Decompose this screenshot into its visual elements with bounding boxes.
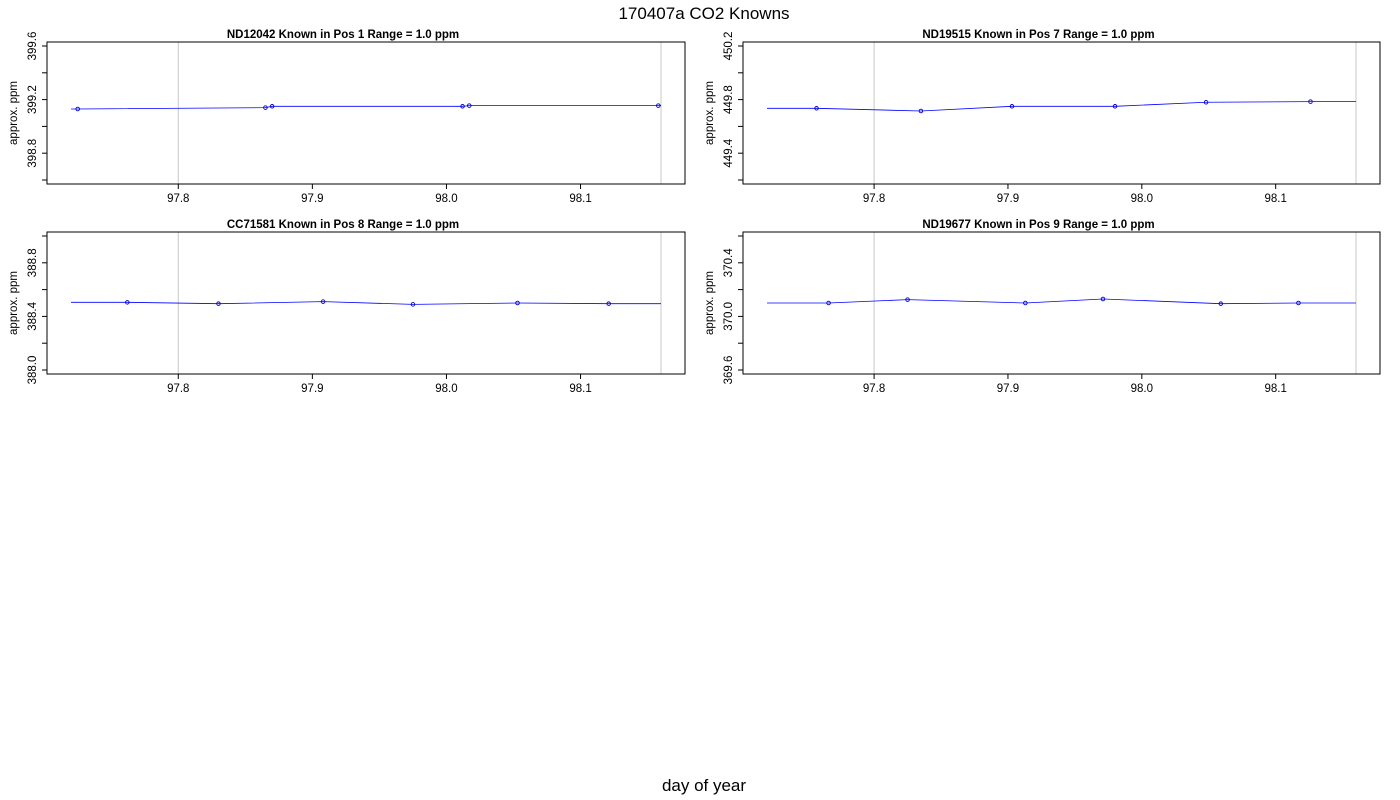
data-point	[460, 104, 465, 109]
panel-title: ND19515 Known in Pos 7 Range = 1.0 ppm	[922, 29, 1154, 41]
y-tick-label: 449.4	[723, 138, 735, 167]
x-tick-label: 98.1	[569, 383, 591, 395]
panel-4: ND19677 Known in Pos 9 Range = 1.0 ppm 97…	[704, 219, 1381, 395]
x-tick-label: 97.8	[167, 383, 189, 395]
x-tick-label: 97.9	[997, 383, 1019, 395]
y-tick-label: 388.8	[27, 248, 39, 277]
y-axis-label: approx. ppm	[8, 271, 20, 335]
data-point	[1023, 300, 1028, 306]
series-line	[767, 101, 1356, 112]
series-line	[767, 298, 1356, 305]
y-tick-label: 369.6	[723, 356, 735, 385]
y-axis-label: approx. ppm	[704, 81, 716, 145]
data-point	[263, 105, 268, 110]
x-tick-label: 97.8	[167, 193, 189, 205]
x-tick-label: 97.9	[997, 193, 1019, 205]
data-point	[656, 103, 661, 108]
x-tick-label: 97.8	[863, 193, 885, 205]
figure-title: 170407a CO2 Knowns	[618, 4, 789, 23]
y-tick-label: 388.0	[27, 356, 39, 385]
y-tick-label: 399.6	[27, 32, 39, 61]
data-point	[1100, 296, 1106, 302]
plot-frame	[742, 231, 1381, 375]
data-point	[410, 302, 416, 307]
panel-title: ND19677 Known in Pos 9 Range = 1.0 ppm	[922, 219, 1154, 231]
panel-title: ND12042 Known in Pos 1 Range = 1.0 ppm	[227, 29, 459, 41]
x-tick-label: 98.1	[1264, 383, 1286, 395]
panels: ND12042 Known in Pos 1 Range = 1.0 ppm 97…	[8, 29, 1381, 395]
x-tick-label: 98.0	[435, 383, 457, 395]
figure-x-axis-label: day of year	[662, 776, 746, 795]
y-tick-label: 388.4	[27, 301, 39, 330]
data-point	[918, 108, 924, 114]
data-point	[1296, 300, 1301, 306]
panel-title: CC71581 Known in Pos 8 Range = 1.0 ppm	[227, 219, 459, 231]
data-point	[320, 299, 326, 304]
y-tick-label: 370.0	[723, 302, 735, 331]
x-tick-label: 98.1	[569, 193, 591, 205]
series-line	[71, 301, 661, 305]
panel-3: CC71581 Known in Pos 8 Range = 1.0 ppm 97…	[8, 219, 686, 395]
data-point	[75, 106, 80, 112]
series-line	[71, 105, 661, 110]
plot-frame	[46, 41, 686, 185]
x-tick-label: 97.9	[301, 383, 323, 395]
data-point	[814, 106, 819, 111]
data-point	[1203, 100, 1209, 105]
data-point	[125, 300, 130, 305]
data-point	[1009, 104, 1015, 109]
data-point	[826, 300, 831, 306]
data-point	[467, 103, 472, 108]
x-tick-label: 98.0	[1131, 383, 1153, 395]
plot-frame	[46, 231, 686, 375]
data-point	[269, 104, 275, 109]
data-point	[216, 301, 221, 306]
y-tick-label: 399.2	[27, 85, 39, 114]
data-point	[515, 300, 520, 306]
y-axis-label: approx. ppm	[8, 81, 20, 145]
x-tick-label: 97.9	[301, 193, 323, 205]
panel-1: ND12042 Known in Pos 1 Range = 1.0 ppm 97…	[8, 29, 686, 205]
y-axis-label: approx. ppm	[704, 271, 716, 335]
x-tick-label: 97.8	[863, 383, 885, 395]
y-tick-label: 450.2	[723, 32, 735, 61]
data-point	[1218, 301, 1224, 306]
plot-frame	[742, 41, 1381, 185]
x-tick-label: 98.1	[1264, 193, 1286, 205]
data-point	[1112, 104, 1118, 109]
y-tick-label: 449.8	[723, 85, 735, 114]
x-tick-label: 98.0	[435, 193, 457, 205]
y-tick-label: 370.4	[723, 248, 735, 277]
data-point	[606, 301, 611, 306]
y-tick-label: 398.8	[27, 139, 39, 168]
panel-2: ND19515 Known in Pos 7 Range = 1.0 ppm 97…	[704, 29, 1381, 205]
data-point	[905, 297, 910, 302]
x-tick-label: 98.0	[1131, 193, 1153, 205]
data-point	[1308, 99, 1313, 104]
